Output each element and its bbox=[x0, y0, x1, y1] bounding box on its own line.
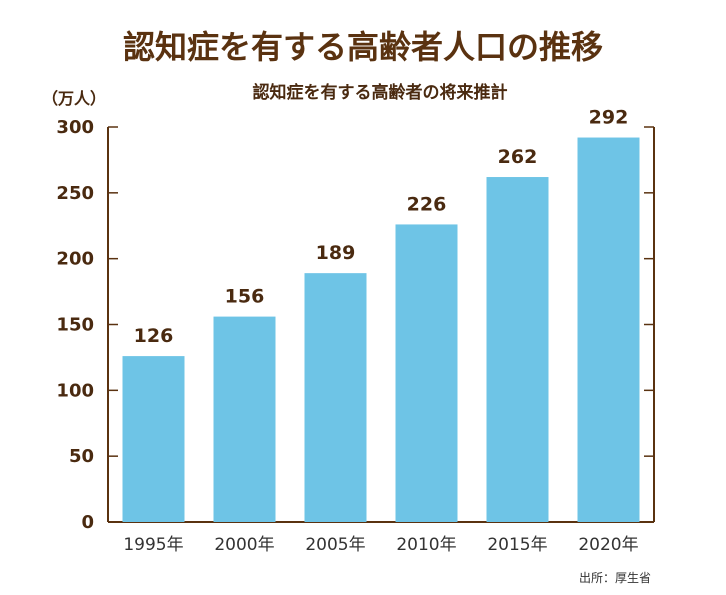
x-tick-label: 2010年 bbox=[396, 535, 456, 555]
y-axis-unit-label: （万人） bbox=[42, 89, 106, 108]
bar bbox=[213, 316, 276, 522]
bar bbox=[486, 177, 549, 523]
chart-subtitle: 認知症を有する高齢者の将来推計 bbox=[253, 82, 508, 103]
y-tick-label: 250 bbox=[56, 183, 94, 204]
bars bbox=[122, 137, 640, 523]
bar bbox=[395, 224, 458, 522]
x-tick-label: 2000年 bbox=[214, 535, 274, 555]
y-tick-label: 0 bbox=[81, 512, 94, 533]
y-tick-label: 100 bbox=[56, 380, 94, 401]
bar bbox=[304, 273, 367, 522]
bar-value-label: 262 bbox=[498, 146, 538, 168]
x-tick-label: 2005年 bbox=[305, 535, 365, 555]
source-note: 出所：厚生省 bbox=[579, 571, 651, 585]
chart-title: 認知症を有する高齢者人口の推移 bbox=[123, 28, 603, 66]
bar-value-label: 189 bbox=[316, 242, 356, 264]
bar-value-label: 292 bbox=[589, 107, 629, 129]
x-tick-label: 2020年 bbox=[578, 535, 638, 555]
bar-value-label: 156 bbox=[225, 286, 265, 308]
y-tick-label: 50 bbox=[69, 446, 94, 467]
plot-frame bbox=[107, 127, 655, 523]
bar bbox=[577, 137, 640, 523]
bar-value-label: 126 bbox=[134, 325, 174, 347]
y-tick-label: 300 bbox=[56, 117, 94, 138]
bar-value-label: 226 bbox=[407, 193, 447, 215]
x-axis-ticks: 1995年 2000年 2005年 2010年 2015年 2020年 bbox=[123, 535, 638, 555]
bar bbox=[122, 356, 185, 522]
x-tick-label: 2015年 bbox=[487, 535, 547, 555]
y-axis-ticks: 0 50 100 150 200 250 300 bbox=[56, 117, 654, 533]
y-tick-label: 200 bbox=[56, 249, 94, 270]
y-tick-label: 150 bbox=[56, 315, 94, 336]
data-labels: 126 156 189 226 262 292 bbox=[134, 107, 629, 348]
x-tick-label: 1995年 bbox=[123, 535, 183, 555]
